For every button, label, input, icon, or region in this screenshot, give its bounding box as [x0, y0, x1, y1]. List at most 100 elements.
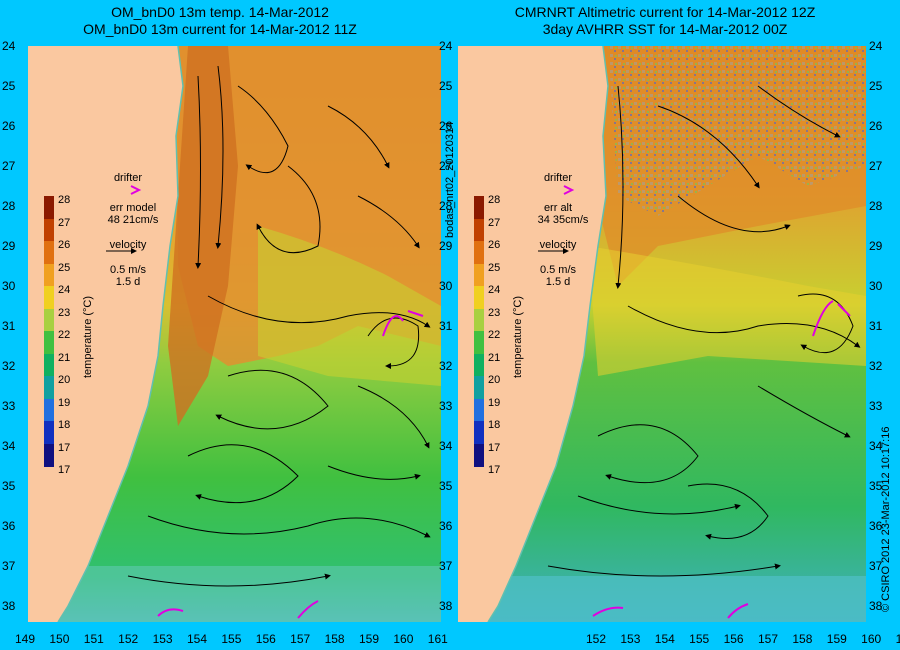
left-drifter-tracks	[157, 310, 424, 619]
x-tick-label: 160	[861, 632, 882, 646]
y-tick-label: 30	[2, 279, 16, 293]
x-tick-label: 161	[427, 632, 448, 646]
right-scale-speed: 0.5 m/s	[539, 264, 577, 276]
x-tick-label: 158	[792, 632, 813, 646]
colorbar-tick-label: 23	[58, 306, 71, 319]
x-tick-label: 150	[49, 632, 70, 646]
y-tick-label: 29	[2, 239, 16, 253]
colorbar-tick-label: 24	[58, 284, 71, 296]
right-yellow-area	[588, 246, 866, 376]
right-err-label: err alt	[543, 202, 573, 214]
left-mid-yellow	[258, 226, 441, 386]
x-tick-label: 155	[221, 632, 242, 646]
colorbar-tick-label: 26	[488, 239, 501, 251]
y-tick-label: 28	[439, 199, 453, 213]
right-map	[458, 46, 866, 622]
colorbar-segment	[474, 308, 484, 332]
y-tick-label: 32	[439, 359, 453, 373]
colorbar-tick-label: 23	[488, 306, 501, 319]
y-tick-label: 38	[869, 599, 883, 613]
y-tick-label: 35	[439, 479, 453, 493]
left-scale-time: 1.5 d	[115, 276, 141, 288]
left-legend	[106, 185, 142, 254]
x-tick-label: 156	[723, 632, 744, 646]
colorbar-segment	[474, 398, 484, 422]
right-legend	[538, 185, 575, 254]
y-tick-label: 26	[869, 119, 883, 133]
x-tick-label: 160	[393, 632, 414, 646]
x-tick-label: 152	[118, 632, 139, 646]
y-tick-label: 29	[439, 239, 453, 253]
colorbar-segment	[44, 398, 54, 422]
left-eac-core	[168, 46, 238, 426]
y-tick-label: 27	[2, 159, 16, 173]
y-tick-label: 31	[439, 319, 453, 333]
colorbar-segment	[474, 286, 484, 309]
left-colorbar-label: temperature (°C)	[82, 295, 94, 378]
left-map	[28, 46, 441, 622]
right-cool-south	[458, 576, 866, 622]
left-drifter-marker	[130, 185, 142, 195]
y-tick-label: 27	[869, 159, 883, 173]
colorbar-segment	[474, 421, 484, 444]
colorbar-tick-label: 25	[488, 261, 501, 274]
y-tick-label: 30	[869, 279, 883, 293]
colorbar-segment	[44, 196, 54, 219]
colorbar-tick-label: 19	[488, 396, 501, 409]
x-tick-label: 149	[14, 632, 36, 646]
left-err-value: 48 21cm/s	[107, 214, 159, 226]
colorbar-segment	[474, 443, 484, 467]
colorbar-segment	[44, 376, 54, 399]
left-velocity-label: velocity	[109, 239, 147, 251]
colorbar-segment	[44, 263, 54, 287]
colorbar-tick-label: 22	[488, 329, 501, 341]
y-tick-label: 35	[869, 479, 883, 493]
colorbar-segment	[44, 443, 54, 467]
colorbar-segment	[44, 353, 54, 377]
colorbar-tick-label: 25	[58, 261, 71, 274]
right-velocity-label: velocity	[539, 239, 577, 251]
y-tick-label: 28	[869, 199, 883, 213]
y-tick-label: 31	[869, 319, 883, 333]
x-tick-label: 161	[895, 632, 900, 646]
colorbar-tick-label: 17	[58, 464, 71, 476]
colorbar-tick-label: 27	[488, 216, 501, 229]
right-title-line1: CMRNRT Altimetric current for 14-Mar-201…	[514, 4, 816, 20]
y-tick-label: 25	[439, 79, 453, 93]
x-tick-label: 157	[757, 632, 779, 646]
colorbar-segment	[474, 241, 484, 264]
y-tick-label: 34	[2, 439, 16, 453]
left-title-line1: OM_bnD0 13m temp. 14-Mar-2012	[111, 4, 329, 20]
colorbar-segment	[474, 353, 484, 377]
y-tick-label: 37	[2, 559, 16, 573]
left-panel-title: OM_bnD0 13m temp. 14-Mar-2012 OM_bnD0 13…	[20, 4, 420, 38]
y-tick-label: 32	[2, 359, 16, 373]
x-tick-label: 153	[152, 632, 173, 646]
colorbar-tick-label: 20	[58, 374, 71, 386]
colorbar-tick-label: 27	[58, 216, 71, 229]
y-tick-label: 26	[2, 119, 16, 133]
y-tick-label: 32	[869, 359, 883, 373]
y-tick-label: 36	[439, 519, 453, 533]
colorbar-tick-label: 22	[58, 329, 71, 341]
colorbar-segment	[474, 376, 484, 399]
left-drifter-label: drifter	[113, 172, 143, 184]
y-tick-label: 33	[2, 399, 16, 413]
colorbar-tick-label: 28	[58, 194, 71, 206]
x-tick-label: 154	[654, 632, 675, 646]
x-tick-label: 153	[620, 632, 641, 646]
right-colorbar	[474, 196, 484, 467]
x-tick-label: 157	[290, 632, 311, 646]
y-tick-label: 24	[2, 39, 16, 53]
colorbar-tick-label: 17	[58, 441, 71, 454]
y-tick-label: 29	[869, 239, 883, 253]
left-scale-speed: 0.5 m/s	[109, 264, 147, 276]
colorbar-segment	[44, 421, 54, 444]
colorbar-segment	[474, 331, 484, 354]
colorbar-tick-label: 21	[488, 351, 501, 364]
colorbar-tick-label: 21	[58, 351, 71, 364]
right-title-line2: 3day AVHRR SST for 14-Mar-2012 00Z	[542, 21, 788, 37]
colorbar-segment	[44, 218, 54, 242]
y-tick-label: 37	[869, 559, 883, 573]
right-drifter-tracks	[592, 300, 851, 619]
